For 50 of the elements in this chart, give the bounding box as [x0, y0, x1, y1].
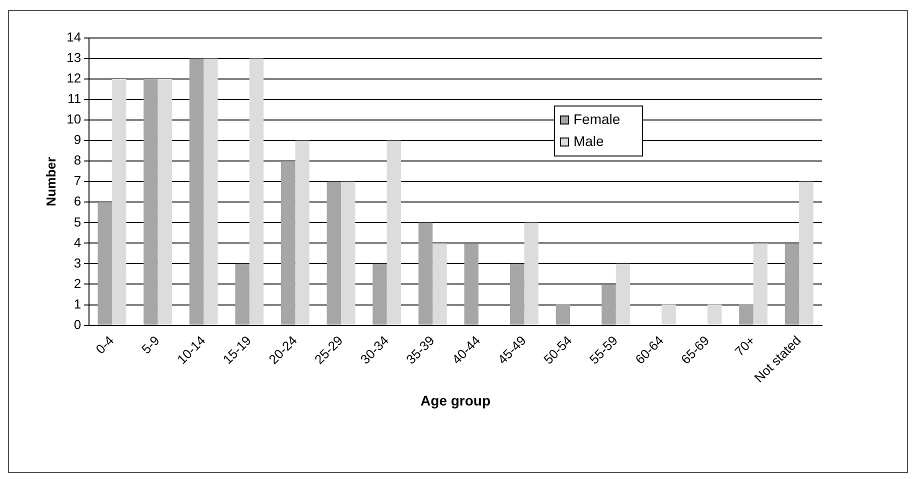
- x-axis-title: Age group: [420, 392, 491, 408]
- y-tick-label: 9: [74, 132, 82, 148]
- bar: [753, 243, 768, 325]
- bar: [144, 79, 158, 325]
- bar: [602, 284, 616, 325]
- bar: [662, 304, 676, 325]
- y-tick-label: 12: [66, 70, 82, 86]
- bar: [464, 243, 478, 325]
- y-tick-label: 3: [74, 255, 82, 270]
- y-tick-label: 5: [74, 214, 82, 230]
- bar: [112, 79, 126, 325]
- y-tick-label: 1: [74, 296, 82, 312]
- bar: [739, 304, 754, 325]
- bar: [616, 264, 630, 325]
- y-tick-label: 7: [74, 173, 82, 188]
- bar: [189, 58, 204, 325]
- bar: [707, 304, 722, 325]
- y-tick-label: 2: [74, 276, 82, 291]
- bar: [556, 304, 570, 325]
- bar: [98, 202, 112, 325]
- y-tick-label: 6: [74, 194, 82, 209]
- bar: [510, 264, 524, 325]
- y-tick-label: 14: [66, 30, 82, 45]
- bar: [432, 243, 447, 325]
- bar: [295, 140, 310, 325]
- y-axis-title: Number: [43, 157, 58, 206]
- x-tick-label: 0-4: [92, 332, 117, 357]
- y-tick-label: 8: [74, 152, 82, 168]
- legend-label: Male: [573, 132, 604, 149]
- bar: [784, 243, 800, 325]
- bar: [372, 264, 387, 325]
- bar: [158, 79, 172, 325]
- y-tick-label: 4: [74, 234, 82, 250]
- bar: [326, 182, 342, 325]
- bar: [386, 140, 402, 325]
- bar: [799, 182, 814, 325]
- bar: [341, 182, 356, 325]
- bar: [235, 264, 250, 325]
- y-tick-label: 11: [68, 91, 82, 106]
- x-tick-label: 5-9: [138, 332, 162, 357]
- y-tick-label: 13: [66, 50, 82, 66]
- bar: [204, 58, 218, 325]
- bar: [281, 161, 296, 325]
- bar: [418, 222, 433, 325]
- y-tick-label: 0: [74, 316, 82, 332]
- x-tick-label: 70+: [732, 332, 758, 360]
- y-tick-label: 10: [66, 112, 82, 127]
- bar: [249, 58, 264, 325]
- bar: [524, 222, 538, 325]
- legend-label: Female: [573, 110, 620, 127]
